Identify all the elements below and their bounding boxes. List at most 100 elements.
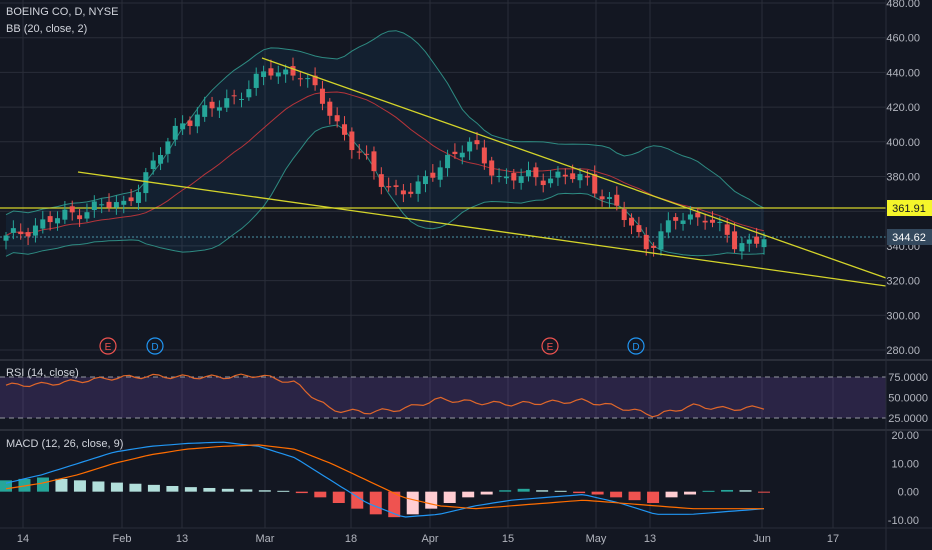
candle-body [540,180,546,186]
macd-histogram-bar [406,491,419,515]
candle-body [342,124,348,135]
macd-pane[interactable] [0,441,770,518]
candle-body [3,235,9,241]
macd-histogram-bar [314,491,327,498]
candle-body [739,243,745,252]
candle-body [709,219,715,223]
macd-histogram-bar [499,490,512,492]
macd-tick-label: -10.00 [888,515,919,527]
candlesticks [3,57,767,260]
time-tick-label: Feb [113,533,132,545]
macd-histogram-bar [536,490,549,492]
time-tick-label: 13 [644,533,656,545]
candle-body [246,89,252,98]
time-tick-label: 14 [17,533,29,545]
earnings-event-marker[interactable] [541,337,559,355]
candle-body [548,178,554,184]
earnings-event-letter: E [547,342,554,353]
price-tick-label: 400.00 [886,137,920,149]
trendline-upper[interactable] [261,57,887,279]
candle-body [695,212,701,218]
macd-histogram-bar [665,491,678,498]
price-tick-label: 460.00 [886,33,920,45]
rsi-pane[interactable] [0,373,886,419]
candle-body [253,73,259,88]
price-tick-label: 320.00 [886,276,920,288]
macd-histogram-bar [258,490,271,492]
candle-body [761,239,767,248]
level-price-label: 361.91 [892,203,926,215]
macd-histogram-bar [647,491,660,503]
macd-legend[interactable]: MACD (12, 26, close, 9) [6,438,123,450]
candle-body [584,175,590,178]
candle-body [415,181,421,194]
trendline-lower[interactable] [77,171,887,287]
macd-histogram-bar [221,488,234,492]
macd-histogram-bar [92,481,105,492]
bollinger-basis-line [5,91,765,236]
candle-body [467,141,473,152]
time-axis[interactable]: 14 Feb 13 Mar 18 Apr 15 May 13 Jun 17 [17,533,839,545]
macd-histogram-bar [0,480,12,492]
candle-body [408,191,414,194]
candle-body [629,217,635,226]
candle-body [526,170,532,177]
candle-body [518,176,524,183]
candle-body [312,75,318,86]
candle-body [135,192,141,203]
macd-histogram-bar [147,484,160,492]
rsi-line [5,373,765,418]
macd-histogram-bar [610,491,623,498]
earnings-event-marker[interactable] [99,337,117,355]
candle-body [570,173,576,180]
bb-legend[interactable]: BB (20, close, 2) [6,23,87,35]
candle-body [754,236,760,244]
candle-body [511,173,517,181]
macd-axis[interactable]: 20.00 10.00 0.00 -10.00 [888,430,919,527]
time-tick-label: Apr [421,533,438,545]
candle-body [18,231,24,235]
candle-body [665,220,671,233]
bollinger-upper-band [5,30,765,216]
macd-histogram-bar [462,491,475,498]
candle-body [106,201,112,208]
macd-histogram-bar [739,490,752,492]
rsi-band-fill [0,377,886,418]
macd-histogram-bar [554,490,567,492]
last-price-label-bg [887,229,932,245]
candle-body [599,196,605,200]
candle-body [202,105,208,117]
macd-histogram-bar [240,489,253,492]
rsi-legend[interactable]: RSI (14, close) [6,367,79,379]
candle-body [121,200,127,205]
candle-body [371,151,377,172]
macd-histogram-bar [166,486,179,492]
dividend-event-letter: D [632,342,639,353]
rsi-tick-label: 75.0000 [888,372,928,384]
bollinger-lower-band [5,124,765,257]
rsi-axis[interactable]: 75.0000 50.0000 25.0000 [888,372,928,425]
dividend-event-marker[interactable] [627,337,645,355]
candle-body [69,206,75,213]
macd-histogram-bar [332,491,345,503]
dividend-event-marker[interactable] [146,337,164,355]
candle-body [32,225,38,236]
macd-histogram-bar [702,490,715,492]
candle-body [180,123,186,130]
candle-body [224,98,230,108]
macd-histogram-bar [18,478,31,492]
time-tick-label: Jun [753,533,771,545]
level-price-label-bg [887,200,932,216]
macd-histogram-bar [684,491,697,495]
candle-body [400,190,406,195]
candle-body [10,228,16,233]
rsi-tick-label: 50.0000 [888,393,928,405]
macd-histogram [0,477,770,518]
macd-histogram-bar [184,487,197,492]
candle-body [165,141,171,154]
candle-body [687,214,693,220]
candle-body [555,171,561,178]
